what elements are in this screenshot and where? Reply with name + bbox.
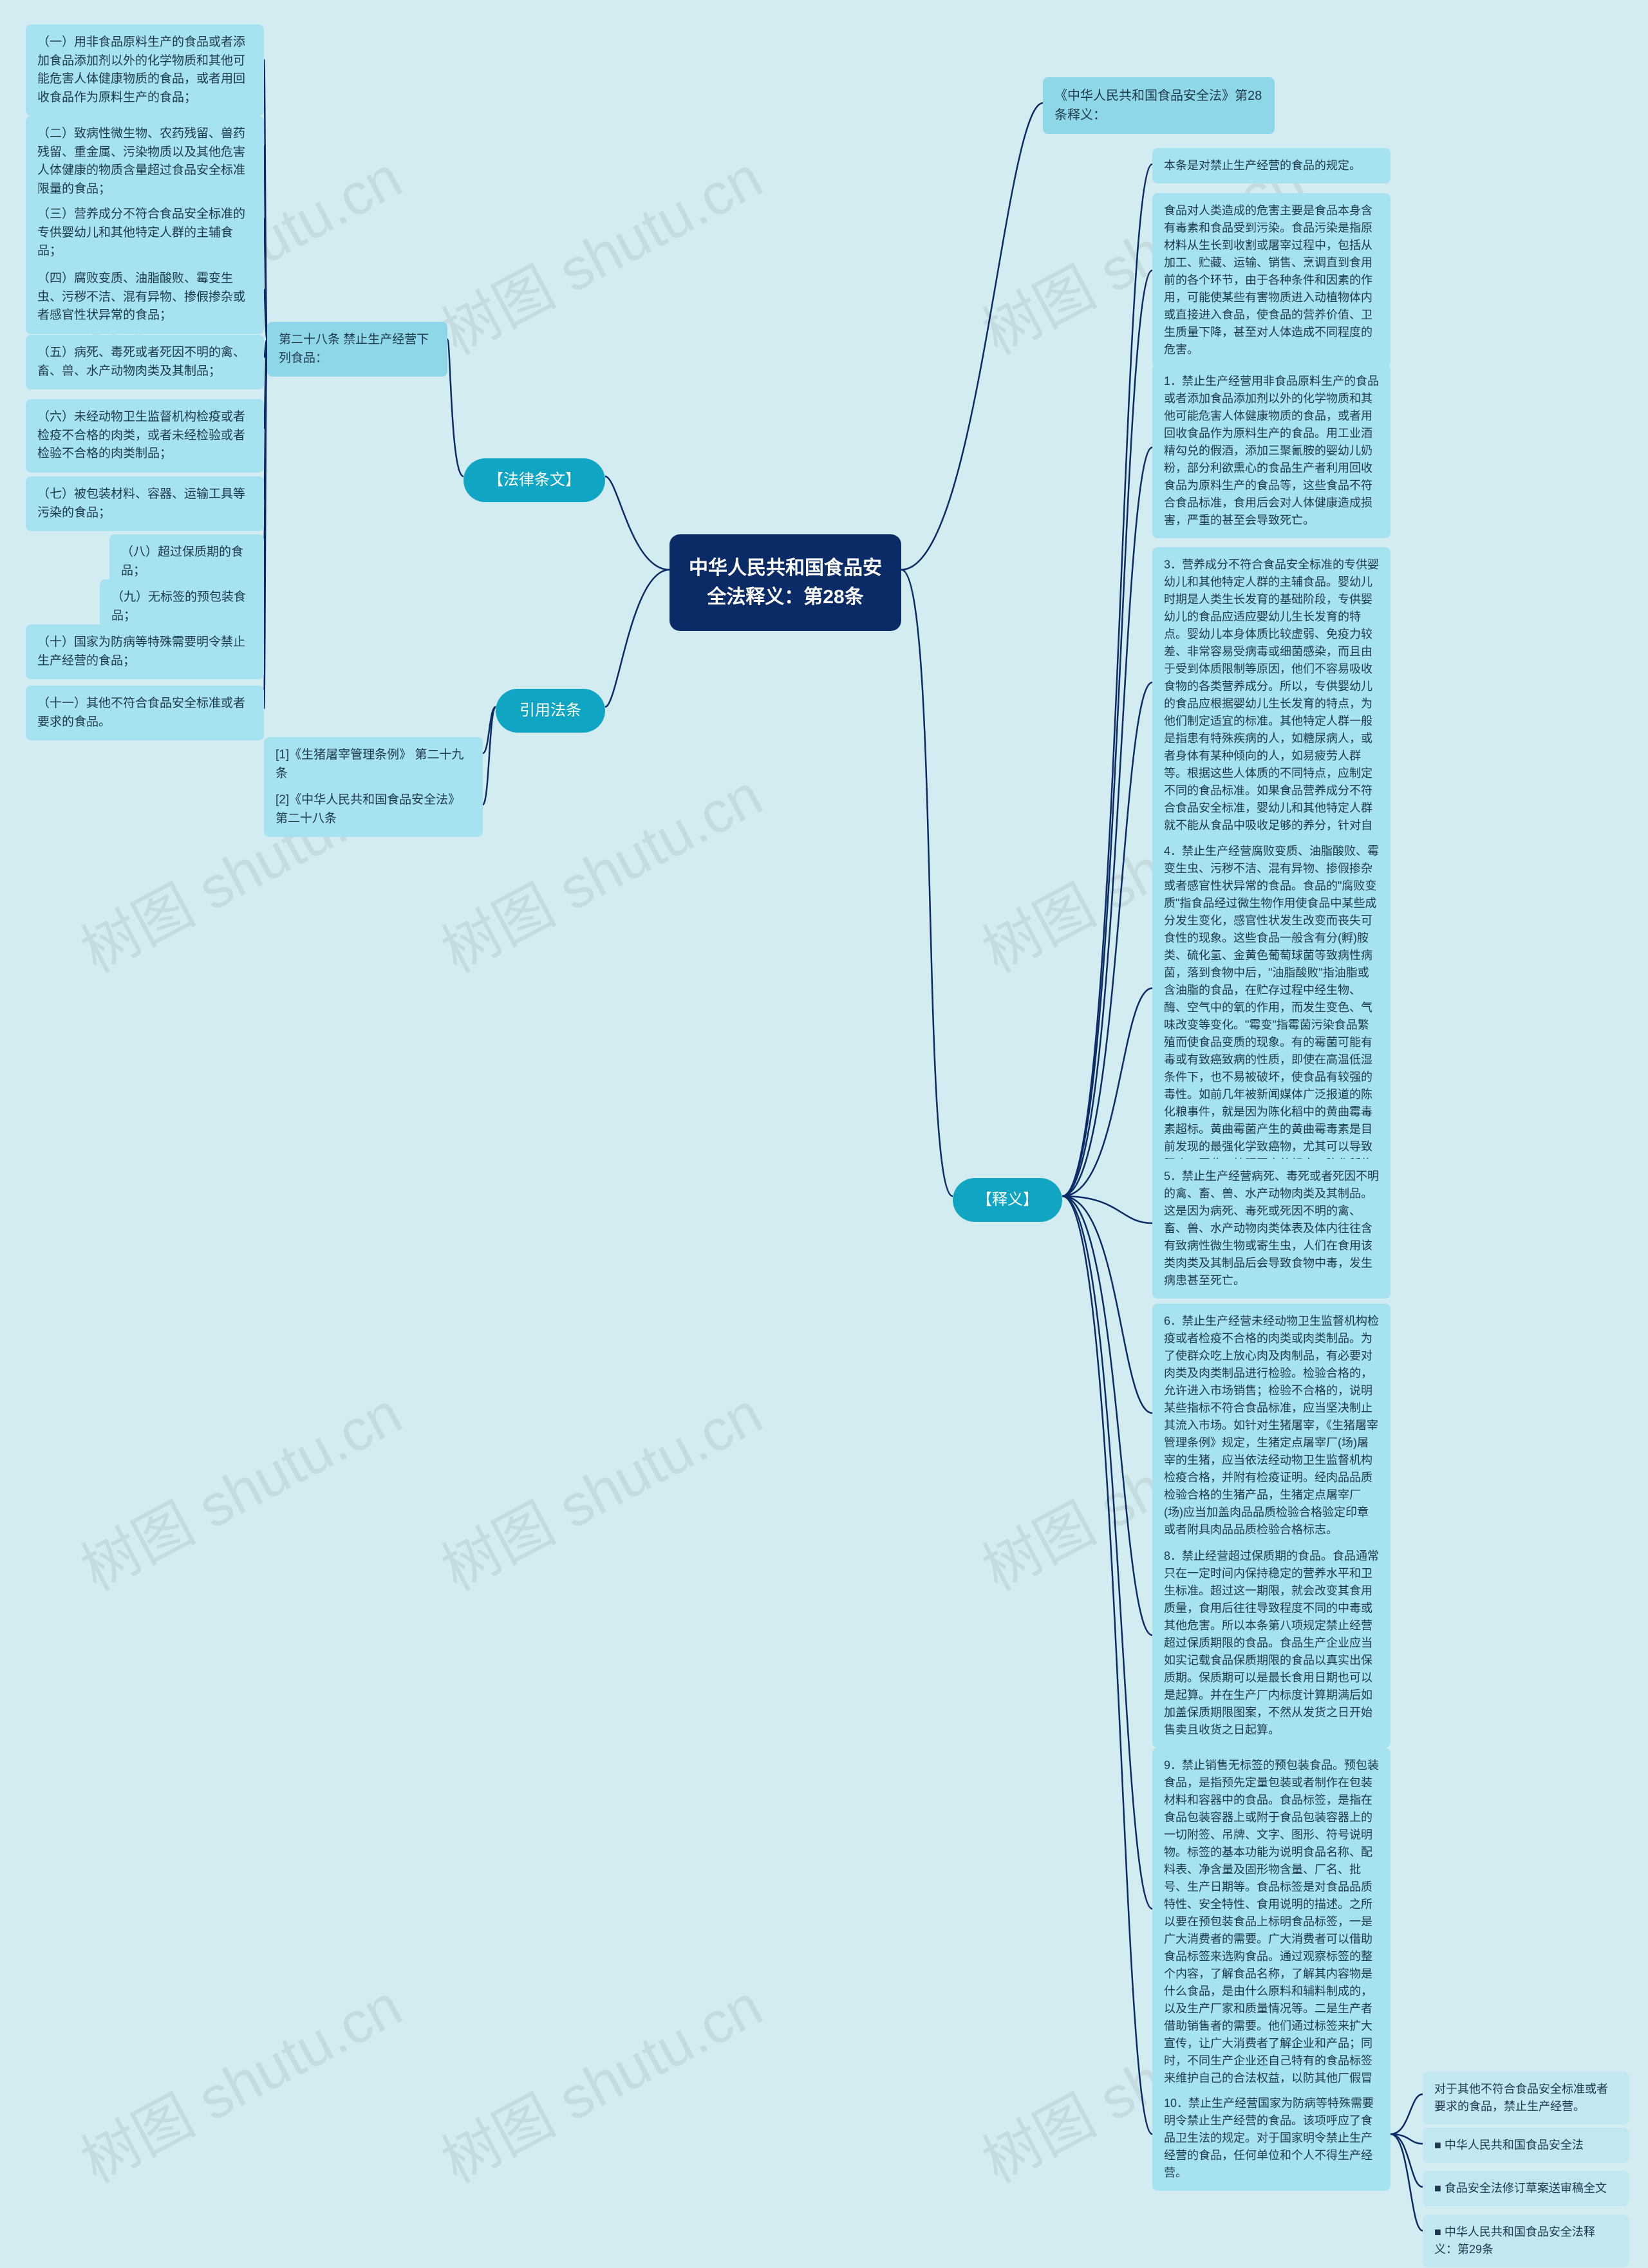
branch-law: 【法律条文】 [464,458,605,502]
shi10-child: ■ 食品安全法修订草案送审稿全文 [1423,2171,1629,2206]
law-item: （五）病死、毒死或者死因不明的禽、畜、兽、水产动物肉类及其制品； [26,335,264,389]
shi-item: 10．禁止生产经营国家为防病等特殊需要明令禁止生产经营的食品。该项呼应了食品卫生… [1152,2086,1390,2191]
branch-shi: 【释义】 [953,1178,1062,1222]
shi-item: 5．禁止生产经营病死、毒死或者死因不明的禽、畜、兽、水产动物肉类及其制品。这是因… [1152,1159,1390,1298]
shi-title: 《中华人民共和国食品安全法》第28条释义： [1043,77,1275,134]
law-item: （四）腐败变质、油脂酸败、霉变生虫、污秽不洁、混有异物、掺假掺杂或者感官性状异常… [26,261,264,334]
shi-item: 3．营养成分不符合食品安全标准的专供婴幼儿和其他特定人群的主辅食品。婴幼儿时期是… [1152,547,1390,861]
law-item: （六）未经动物卫生监督机构检疫或者检疫不合格的肉类，或者未经检验或者检验不合格的… [26,399,264,473]
watermark: 树图 shutu.cn [425,131,774,370]
shi-item: 本条是对禁止生产经营的食品的规定。 [1152,148,1390,183]
law-item: （十一）其他不符合食品安全标准或者要求的食品。 [26,686,264,740]
shi-item: 4．禁止生产经营腐败变质、油脂酸败、霉变生虫、污秽不洁、混有异物、掺假掺杂或者感… [1152,834,1390,1199]
ref-item: [2]《中华人民共和国食品安全法》 第二十八条 [264,782,483,837]
shi10-child: 对于其他不符合食品安全标准或者要求的食品，禁止生产经营。 [1423,2072,1629,2124]
law-item: （二）致病性微生物、农药残留、兽药残留、重金属、污染物质以及其他危害人体健康的物… [26,116,264,207]
shi-item: 1．禁止生产经营用非食品原料生产的食品或者添加食品添加剂以外的化学物质和其他可能… [1152,364,1390,538]
shi10-child: ■ 中华人民共和国食品安全法释义：第29条 [1423,2215,1629,2267]
root-node: 中华人民共和国食品安全法释义：第28条 [670,534,901,631]
shi-item: 食品对人类造成的危害主要是食品本身含有毒素和食品受到污染。食品污染是指原材料从生… [1152,193,1390,368]
shi-item: 6．禁止生产经营未经动物卫生监督机构检疫或者检疫不合格的肉类或肉类制品。为了使群… [1152,1304,1390,1548]
shi-item: 8．禁止经营超过保质期的食品。食品通常只在一定时间内保持稳定的营养水平和卫生标准… [1152,1539,1390,1748]
watermark: 树图 shutu.cn [64,1367,413,1606]
shi10-child: ■ 中华人民共和国食品安全法 [1423,2128,1629,2163]
watermark: 树图 shutu.cn [425,1960,774,2198]
watermark: 树图 shutu.cn [425,1367,774,1606]
law-item: （一）用非食品原料生产的食品或者添加食品添加剂以外的化学物质和其他可能危害人体健… [26,24,264,116]
law-item: （三）营养成分不符合食品安全标准的专供婴幼儿和其他特定人群的主辅食品； [26,196,264,270]
watermark: 树图 shutu.cn [64,1960,413,2198]
law-item: （七）被包装材料、容器、运输工具等污染的食品； [26,476,264,531]
law-article-header: 第二十八条 禁止生产经营下列食品： [267,322,447,377]
branch-ref: 引用法条 [496,689,605,733]
law-item: （十）国家为防病等特殊需要明令禁止生产经营的食品； [26,624,264,679]
